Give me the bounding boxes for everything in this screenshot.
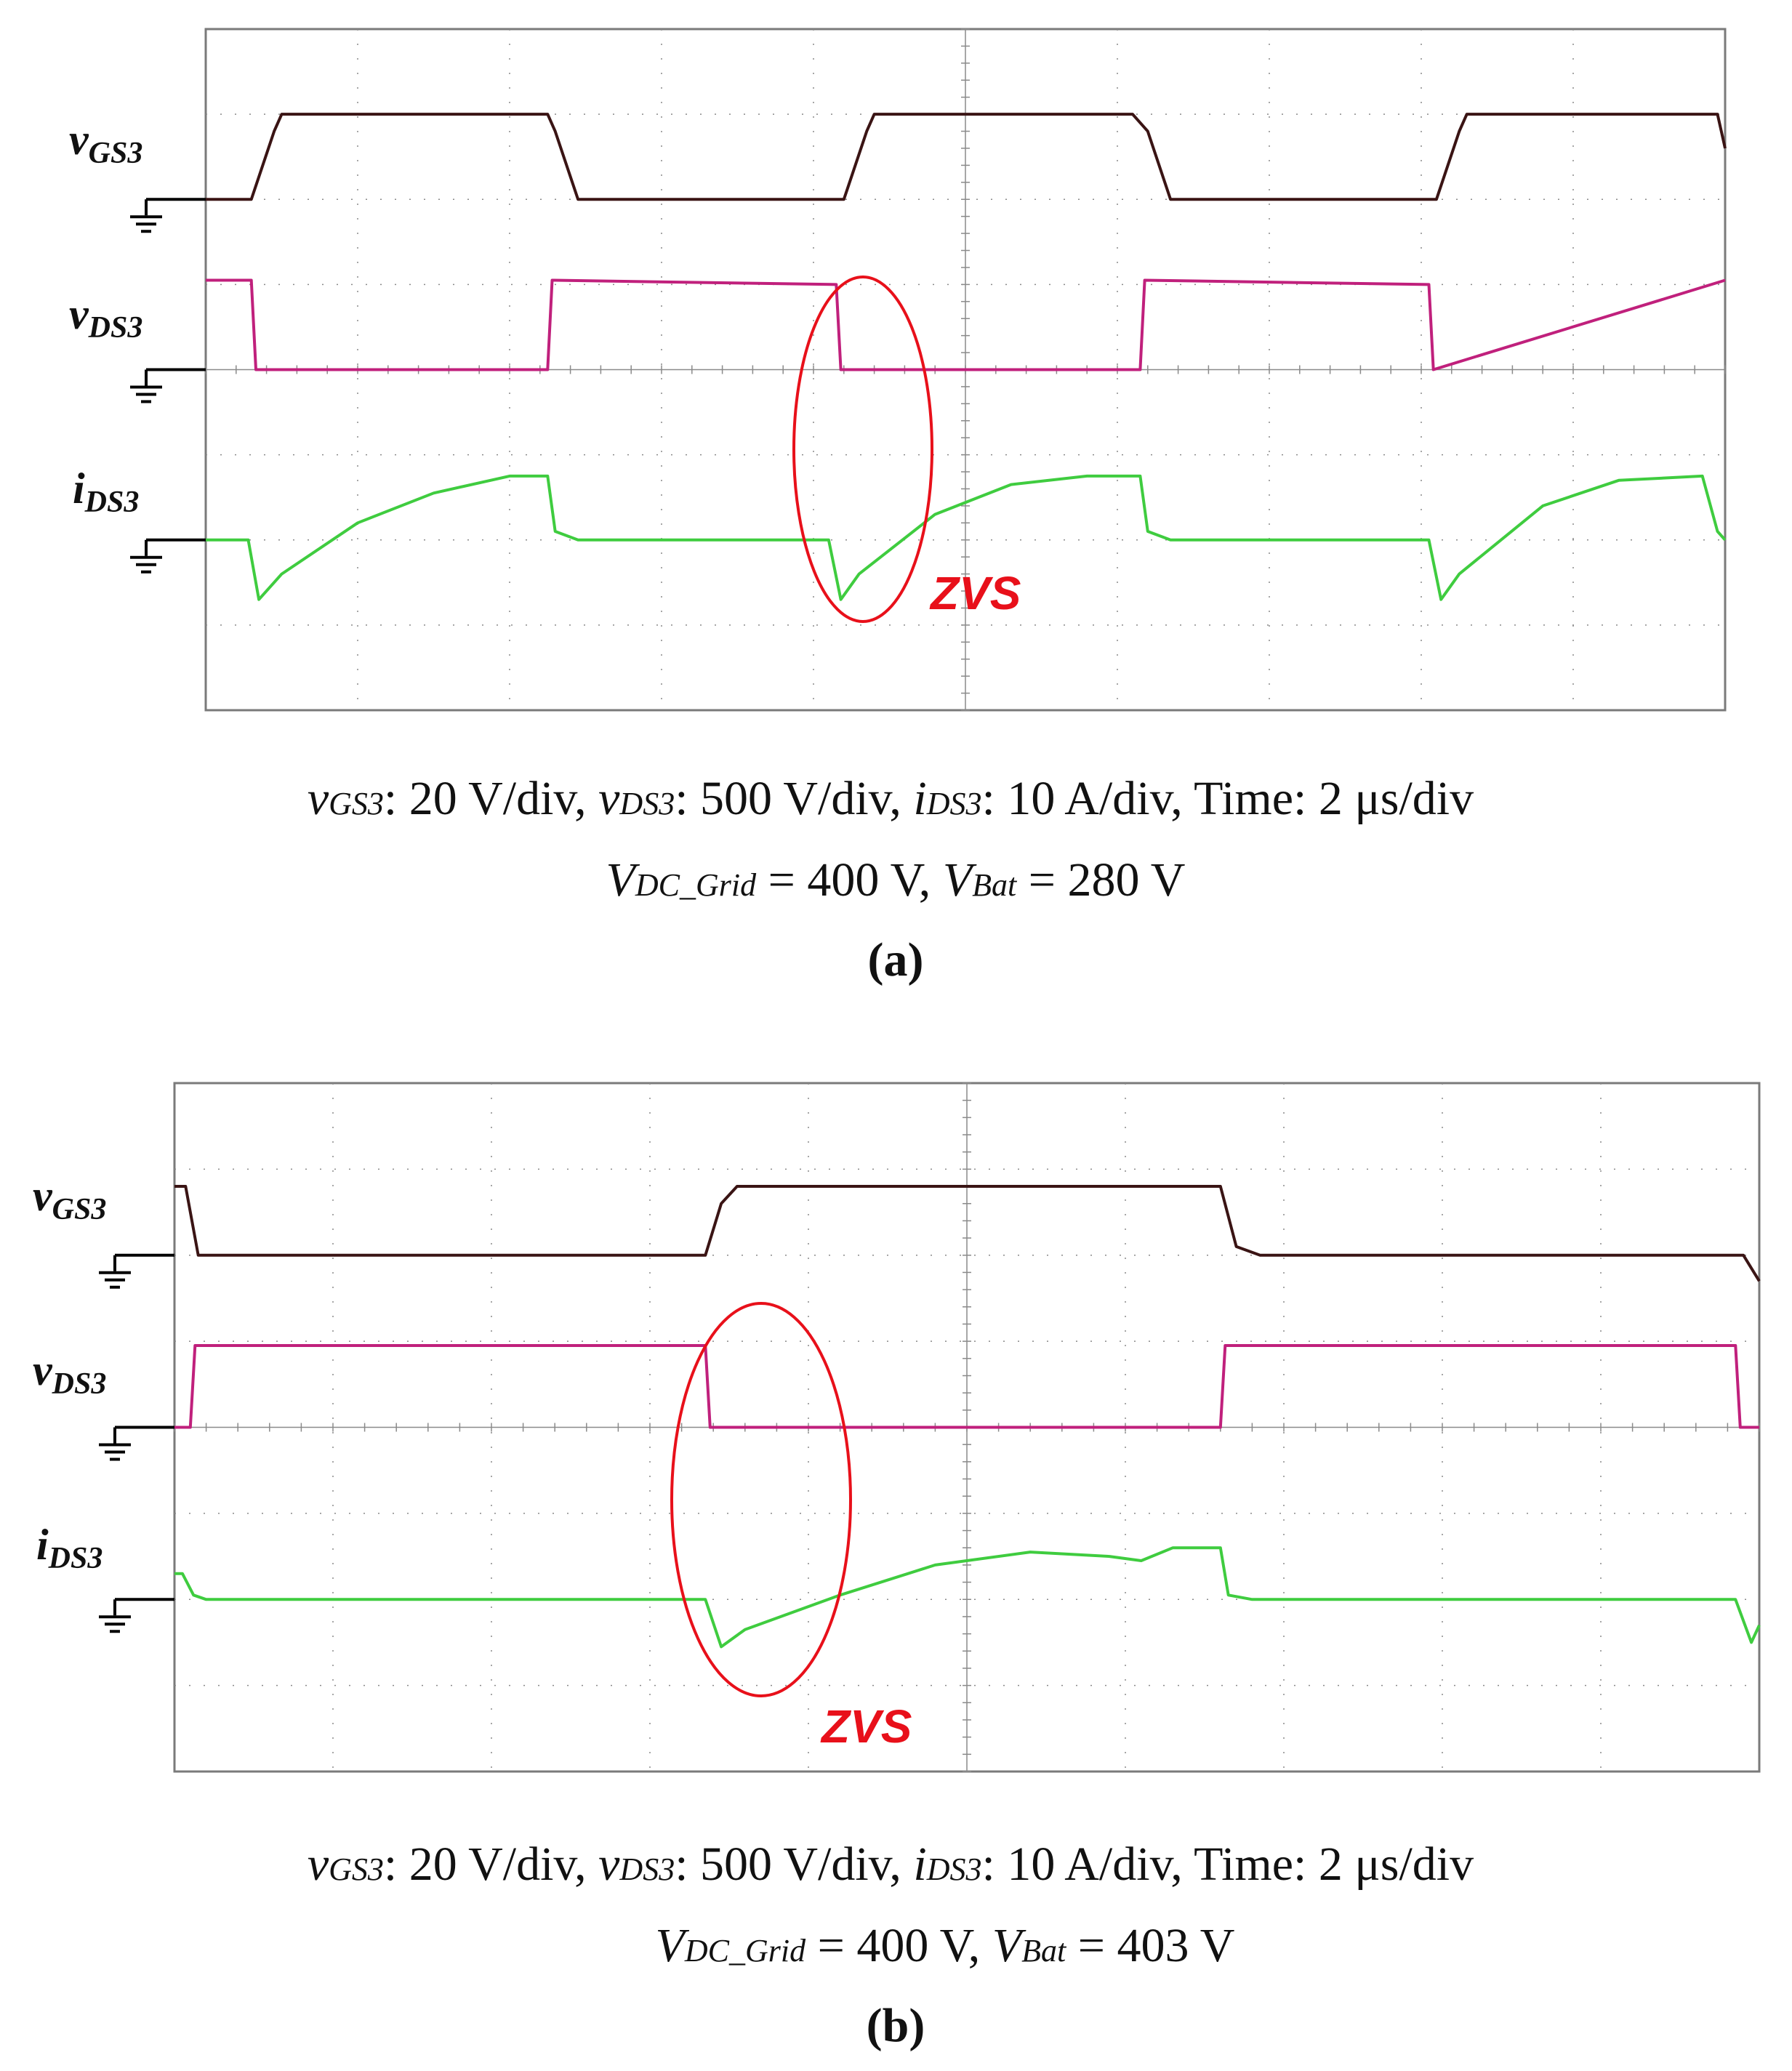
label-ids3: iDS3 [36,1521,103,1575]
zvs-label: ZVS [929,567,1021,619]
trace-ids3 [206,474,1727,601]
label-vds3: vDS3 [33,1346,106,1401]
ground-markers [130,198,206,574]
scope-panel-a: vGS3 vDS3 iDS3 ZVS [69,28,1727,712]
caption-conditions: VDC_Grid = 400 V, VBat = 403 V [656,1919,1235,1972]
caption-scales: vGS3: 20 V/div, vDS3: 500 V/div, iDS3: 1… [308,772,1474,825]
trace-vds3 [174,1344,1759,1429]
trace-vgs3 [206,113,1727,201]
caption-scales: vGS3: 20 V/div, vDS3: 500 V/div, iDS3: 1… [308,1838,1474,1891]
scope-grid [205,28,1726,711]
panel-letter: (b) [867,1999,925,2052]
caption-b: vGS3: 20 V/div, vDS3: 500 V/div, iDS3: 1… [308,1838,1474,2052]
trace-ids3 [174,1546,1761,1649]
label-ids3: iDS3 [73,465,139,519]
zvs-ellipse [792,276,933,623]
panel-letter: (a) [868,933,924,986]
zvs-ellipse [670,1302,852,1697]
zvs-label: ZVS [820,1700,912,1753]
label-vgs3: vGS3 [33,1172,106,1226]
ground-markers [99,1253,174,1633]
trace-vds3 [206,278,1726,371]
label-vds3: vDS3 [69,290,142,345]
scope-traces [174,1185,1761,1649]
scope-traces [206,113,1727,601]
caption-conditions: VDC_Grid = 400 V, VBat = 280 V [606,853,1186,906]
trace-vgs3 [174,1185,1761,1282]
caption-a: vGS3: 20 V/div, vDS3: 500 V/div, iDS3: 1… [308,772,1474,986]
label-vgs3: vGS3 [69,116,142,170]
scope-panel-b: vGS3 vDS3 iDS3 ZVS [33,1082,1761,1773]
